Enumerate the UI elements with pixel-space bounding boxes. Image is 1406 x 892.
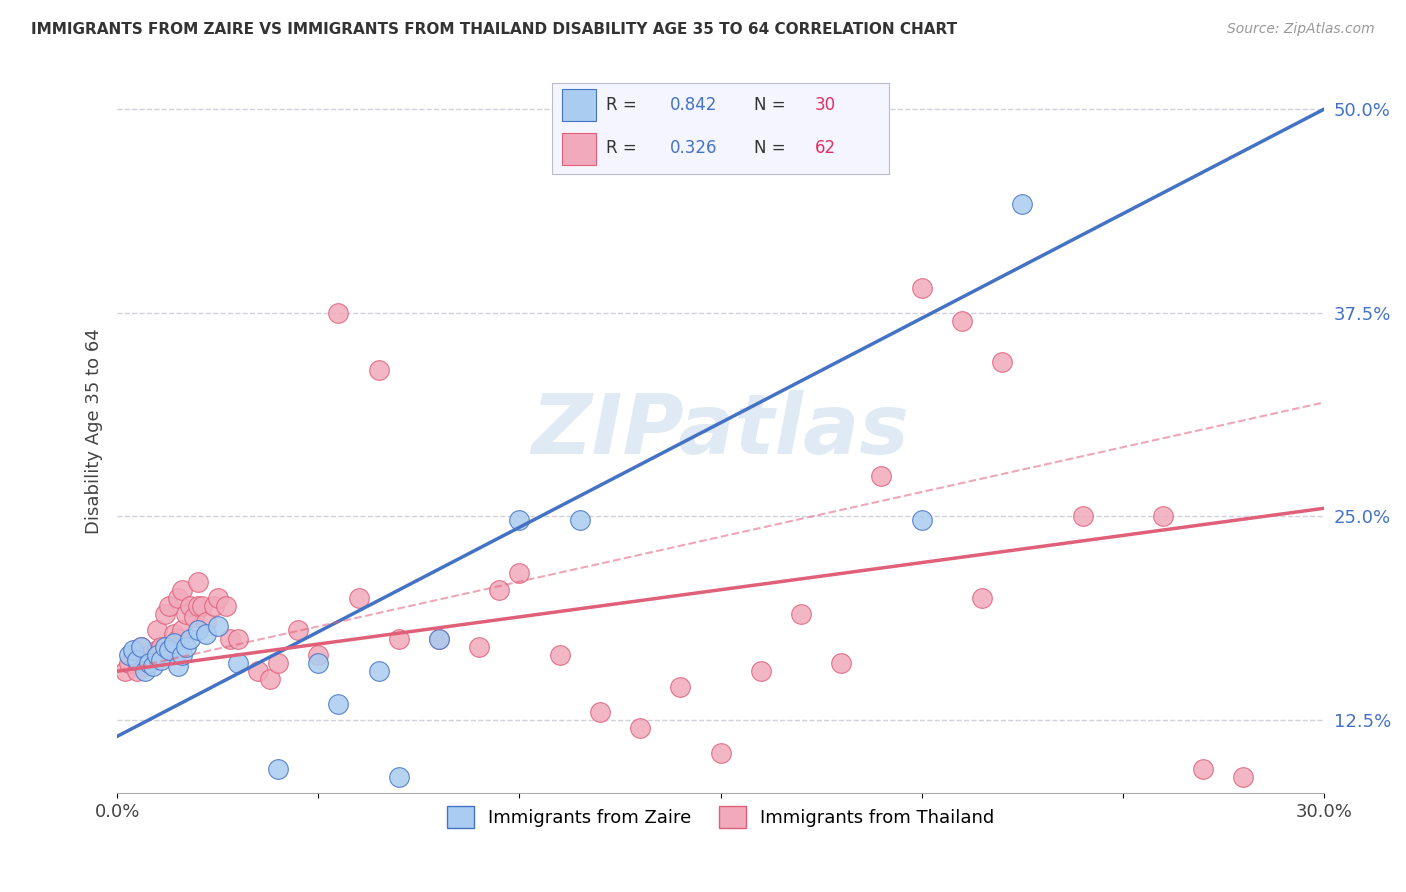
- Point: [1071, 509, 1094, 524]
- Point: [508, 566, 530, 581]
- Point: [202, 599, 225, 613]
- Point: [548, 648, 571, 662]
- Point: [830, 656, 852, 670]
- Point: [1192, 762, 1215, 776]
- Point: [127, 653, 149, 667]
- Point: [187, 624, 209, 638]
- Point: [267, 762, 290, 776]
- Point: [146, 643, 169, 657]
- Point: [468, 640, 491, 654]
- Point: [287, 624, 309, 638]
- Point: [127, 664, 149, 678]
- Y-axis label: Disability Age 35 to 64: Disability Age 35 to 64: [86, 328, 103, 533]
- Point: [183, 610, 205, 624]
- Point: [870, 468, 893, 483]
- Point: [179, 632, 201, 646]
- Point: [194, 615, 217, 630]
- Point: [162, 626, 184, 640]
- Point: [166, 632, 188, 646]
- Text: IMMIGRANTS FROM ZAIRE VS IMMIGRANTS FROM THAILAND DISABILITY AGE 35 TO 64 CORREL: IMMIGRANTS FROM ZAIRE VS IMMIGRANTS FROM…: [31, 22, 957, 37]
- Point: [488, 582, 510, 597]
- Point: [568, 513, 591, 527]
- Point: [187, 574, 209, 589]
- Point: [134, 659, 156, 673]
- Point: [950, 314, 973, 328]
- Point: [138, 656, 160, 670]
- Point: [179, 599, 201, 613]
- Text: ZIPatlas: ZIPatlas: [531, 391, 910, 472]
- Point: [388, 632, 411, 646]
- Point: [790, 607, 813, 622]
- Point: [142, 651, 165, 665]
- Point: [207, 618, 229, 632]
- Point: [166, 659, 188, 673]
- Point: [159, 643, 181, 657]
- Point: [170, 648, 193, 662]
- Point: [159, 599, 181, 613]
- Point: [207, 591, 229, 605]
- Point: [190, 599, 212, 613]
- Point: [131, 640, 153, 654]
- Point: [328, 306, 350, 320]
- Point: [267, 656, 290, 670]
- Point: [1011, 196, 1033, 211]
- Point: [155, 607, 177, 622]
- Point: [146, 624, 169, 638]
- Point: [138, 648, 160, 662]
- Point: [155, 640, 177, 654]
- Point: [166, 591, 188, 605]
- Point: [259, 673, 281, 687]
- Point: [146, 648, 169, 662]
- Point: [1152, 509, 1174, 524]
- Point: [131, 653, 153, 667]
- Point: [307, 656, 329, 670]
- Point: [226, 656, 249, 670]
- Point: [347, 591, 370, 605]
- Legend: Immigrants from Zaire, Immigrants from Thailand: Immigrants from Zaire, Immigrants from T…: [440, 798, 1001, 835]
- Point: [114, 664, 136, 678]
- Point: [215, 599, 238, 613]
- Point: [187, 599, 209, 613]
- Point: [162, 636, 184, 650]
- Point: [749, 664, 772, 678]
- Point: [155, 648, 177, 662]
- Point: [970, 591, 993, 605]
- Point: [709, 746, 731, 760]
- Point: [226, 632, 249, 646]
- Point: [508, 513, 530, 527]
- Point: [194, 626, 217, 640]
- Point: [307, 648, 329, 662]
- Point: [589, 705, 612, 719]
- Point: [174, 640, 197, 654]
- Point: [122, 643, 145, 657]
- Point: [991, 355, 1014, 369]
- Point: [367, 664, 389, 678]
- Point: [174, 607, 197, 622]
- Point: [118, 656, 141, 670]
- Point: [246, 664, 269, 678]
- Point: [388, 770, 411, 784]
- Point: [328, 697, 350, 711]
- Point: [150, 653, 173, 667]
- Point: [911, 281, 934, 295]
- Point: [427, 632, 450, 646]
- Point: [142, 659, 165, 673]
- Point: [628, 721, 651, 735]
- Point: [122, 648, 145, 662]
- Point: [427, 632, 450, 646]
- Point: [1232, 770, 1254, 784]
- Point: [218, 632, 240, 646]
- Point: [170, 582, 193, 597]
- Point: [669, 681, 692, 695]
- Point: [150, 640, 173, 654]
- Point: [131, 640, 153, 654]
- Point: [367, 363, 389, 377]
- Text: Source: ZipAtlas.com: Source: ZipAtlas.com: [1227, 22, 1375, 37]
- Point: [170, 624, 193, 638]
- Point: [134, 664, 156, 678]
- Point: [911, 513, 934, 527]
- Point: [118, 648, 141, 662]
